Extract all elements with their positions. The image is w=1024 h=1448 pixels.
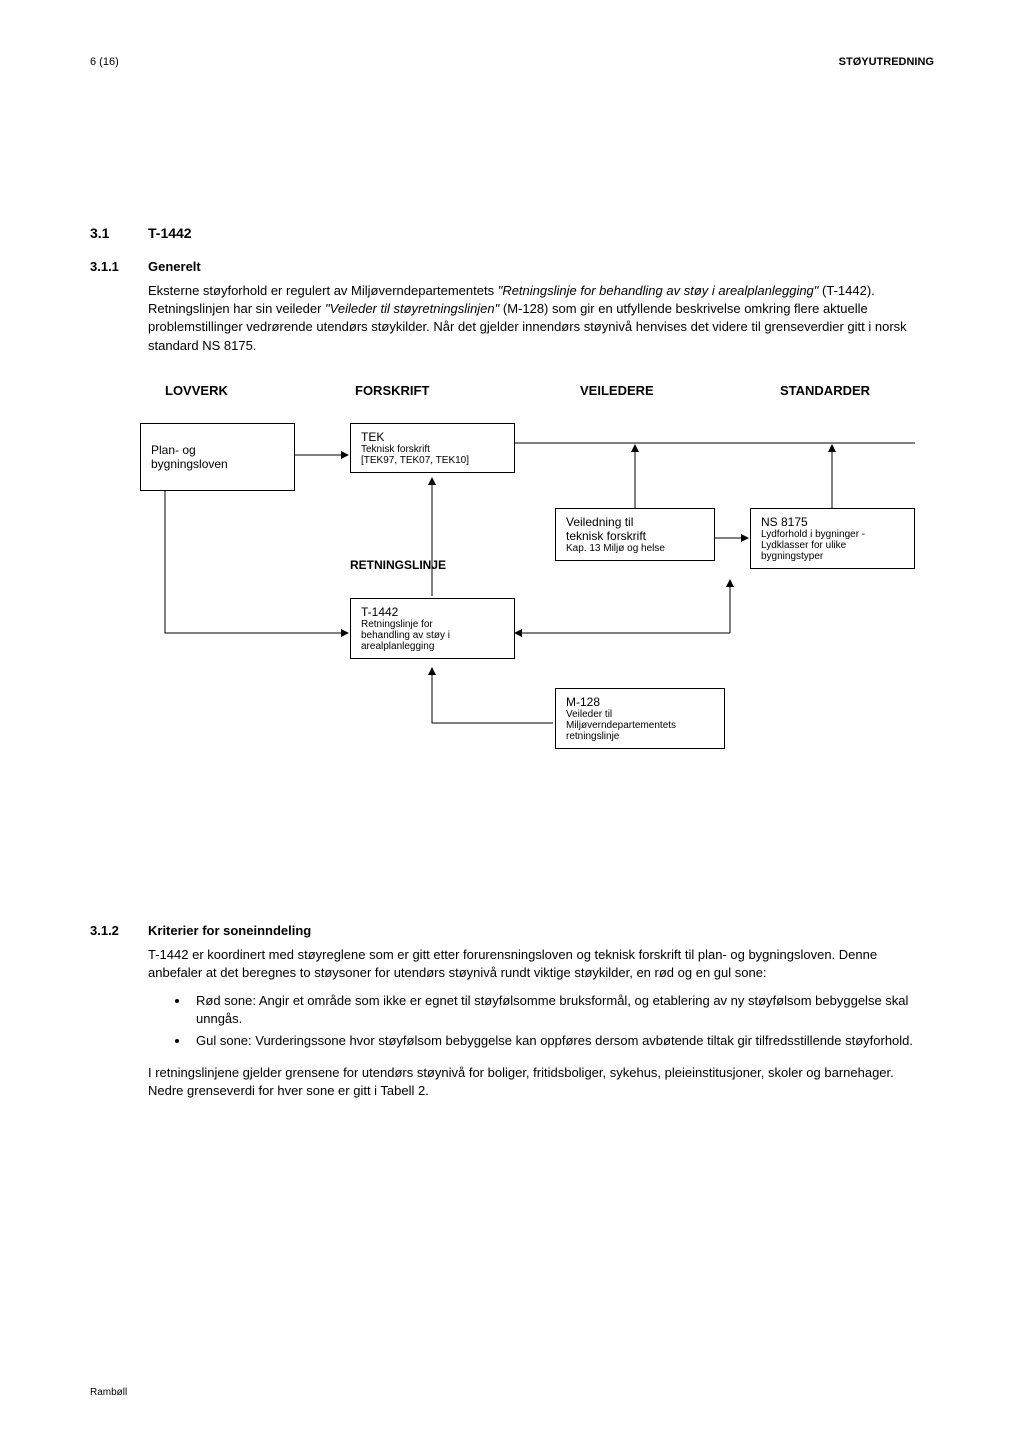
- subsection-number: 3.1.1: [90, 259, 148, 274]
- box-plan: Plan- og bygningsloven: [140, 423, 295, 491]
- box-title: NS 8175: [761, 515, 904, 529]
- box-line: Veiledning til: [566, 515, 704, 529]
- box-sub: [TEK97, TEK07, TEK10]: [361, 455, 504, 466]
- retningslinje-label: RETNINGSLINJE: [350, 558, 446, 572]
- paragraph: Eksterne støyforhold er regulert av Milj…: [148, 282, 930, 355]
- box-sub: Teknisk forskrift: [361, 444, 504, 455]
- box-title: M-128: [566, 695, 714, 709]
- box-sub: arealplanlegging: [361, 641, 504, 652]
- box-sub: Veileder til: [566, 709, 714, 720]
- box-sub: behandling av støy i: [361, 630, 504, 641]
- box-title: T-1442: [361, 605, 504, 619]
- box-veiledning: Veiledning til teknisk forskrift Kap. 13…: [555, 508, 715, 561]
- bullet-list: Rød sone: Angir et område som ikke er eg…: [190, 992, 930, 1050]
- section-heading: 3.1 T-1442: [90, 225, 930, 241]
- box-m128: M-128 Veileder til Miljøverndepartemente…: [555, 688, 725, 749]
- subsection-heading-2: 3.1.2 Kriterier for soneinndeling: [90, 923, 930, 938]
- box-sub: Miljøverndepartementets: [566, 720, 714, 731]
- italic-text: "Veileder til støyretningslinjen": [325, 301, 499, 316]
- box-sub: Lydforhold i bygninger -: [761, 529, 904, 540]
- box-line: Plan- og: [151, 443, 284, 457]
- subsection-title: Generelt: [148, 259, 201, 274]
- box-sub: bygningstyper: [761, 551, 904, 562]
- doc-title: STØYUTREDNING: [839, 56, 934, 68]
- col-header-standarder: STANDARDER: [780, 383, 870, 398]
- box-sub: retningslinje: [566, 731, 714, 742]
- paragraph: I retningslinjene gjelder grensene for u…: [148, 1064, 930, 1100]
- col-header-lovverk: LOVVERK: [165, 383, 228, 398]
- box-line: bygningsloven: [151, 457, 284, 471]
- box-tek: TEK Teknisk forskrift [TEK97, TEK07, TEK…: [350, 423, 515, 473]
- list-item: Gul sone: Vurderingssone hvor støyfølsom…: [190, 1032, 930, 1050]
- page-content: 3.1 T-1442 3.1.1 Generelt Eksterne støyf…: [90, 225, 930, 1100]
- box-t1442: T-1442 Retningslinje for behandling av s…: [350, 598, 515, 659]
- section-title: T-1442: [148, 225, 192, 241]
- box-sub: Lydklasser for ulike: [761, 540, 904, 551]
- list-item: Rød sone: Angir et område som ikke er eg…: [190, 992, 930, 1028]
- footer: Rambøll: [90, 1387, 127, 1398]
- subsection-title: Kriterier for soneinndeling: [148, 923, 311, 938]
- box-line: teknisk forskrift: [566, 529, 704, 543]
- paragraph: T-1442 er koordinert med støyreglene som…: [148, 946, 930, 982]
- section-number: 3.1: [90, 225, 148, 241]
- flowchart: LOVVERK FORSKRIFT VEILEDERE STANDARDER P…: [120, 383, 960, 813]
- page-number: 6 (16): [90, 56, 119, 68]
- subsection-number: 3.1.2: [90, 923, 148, 938]
- text: Eksterne støyforhold er regulert av Milj…: [148, 283, 498, 298]
- col-header-forskrift: FORSKRIFT: [355, 383, 429, 398]
- italic-text: "Retningslinje for behandling av støy i …: [498, 283, 819, 298]
- box-title: TEK: [361, 430, 504, 444]
- subsection-heading: 3.1.1 Generelt: [90, 259, 930, 274]
- box-sub: Retningslinje for: [361, 619, 504, 630]
- box-sub: Kap. 13 Miljø og helse: [566, 543, 704, 554]
- col-header-veiledere: VEILEDERE: [580, 383, 654, 398]
- box-ns8175: NS 8175 Lydforhold i bygninger - Lydklas…: [750, 508, 915, 569]
